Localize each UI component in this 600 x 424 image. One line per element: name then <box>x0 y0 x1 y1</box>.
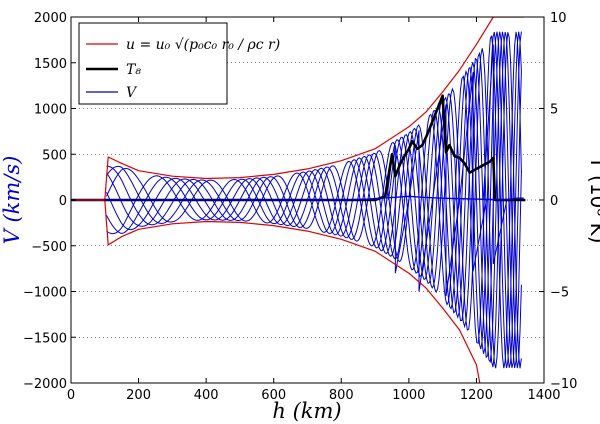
y-left-tick-label: −500 <box>31 240 67 255</box>
velocity-shock-line <box>432 104 461 297</box>
envelope-line <box>104 17 524 201</box>
x-tick-label: 1400 <box>527 388 560 403</box>
x-tick-label: 800 <box>329 388 354 403</box>
velocity-shock-line <box>388 145 410 274</box>
x-tick-label: 1000 <box>392 388 425 403</box>
legend-label-temperature: T₈ <box>126 62 141 78</box>
x-tick-label: 0 <box>67 388 75 403</box>
y-right-tick-label: 10 <box>550 11 567 26</box>
y-left-tick-label: 1000 <box>34 103 67 118</box>
plot-area <box>71 17 526 383</box>
y-axis-left-label: V (km/s) <box>0 156 24 245</box>
velocity-shock-line <box>408 130 434 292</box>
velocity-line <box>71 195 524 201</box>
x-tick-label: 600 <box>261 388 286 403</box>
y-left-tick-label: 500 <box>42 148 67 163</box>
y-left-tick-label: −1500 <box>23 331 67 346</box>
series-group <box>71 17 526 383</box>
x-tick-label: 200 <box>126 388 151 403</box>
y-right-tick-label: 0 <box>550 194 558 209</box>
y-right-tick-label: −5 <box>550 286 569 301</box>
y-left-tick-label: −1000 <box>23 286 67 301</box>
velocity-history-line <box>106 31 522 369</box>
velocity-history-line <box>106 32 522 369</box>
y-left-tick-label: 1500 <box>34 57 67 72</box>
legend-box <box>78 22 228 105</box>
y-axis-right-label: T (10⁸ K) <box>586 155 600 243</box>
legend: u = u₀ √(p₀c₀ r₀ / ρc r) T₈ V <box>78 22 280 105</box>
y-axis-right-ticks: −10 −5 0 5 10 <box>539 11 577 392</box>
y-left-tick-label: 2000 <box>34 11 67 26</box>
velocity-history-line <box>106 31 522 369</box>
y-left-tick-label: 0 <box>59 194 67 209</box>
x-tick-label: 400 <box>194 388 219 403</box>
temperature-line <box>71 94 526 202</box>
x-axis-label: h (km) <box>272 399 341 423</box>
y-right-tick-label: 5 <box>550 103 558 118</box>
x-tick-label: 1200 <box>460 388 493 403</box>
legend-label-envelope: u = u₀ √(p₀c₀ r₀ / ρc r) <box>126 37 280 53</box>
legend-label-velocity: V <box>126 85 138 101</box>
y-axis-left-ticks: −2000 −1500 −1000 −500 0 500 1000 1500 2000 <box>23 11 76 392</box>
x-axis-ticks: 0 200 400 600 800 1000 1200 1400 <box>67 17 561 403</box>
velocity-history-line <box>106 31 522 369</box>
envelope-line <box>104 199 481 383</box>
velocity-shock-line <box>482 44 508 265</box>
y-right-tick-label: −10 <box>550 377 577 392</box>
y-left-tick-label: −2000 <box>23 377 67 392</box>
